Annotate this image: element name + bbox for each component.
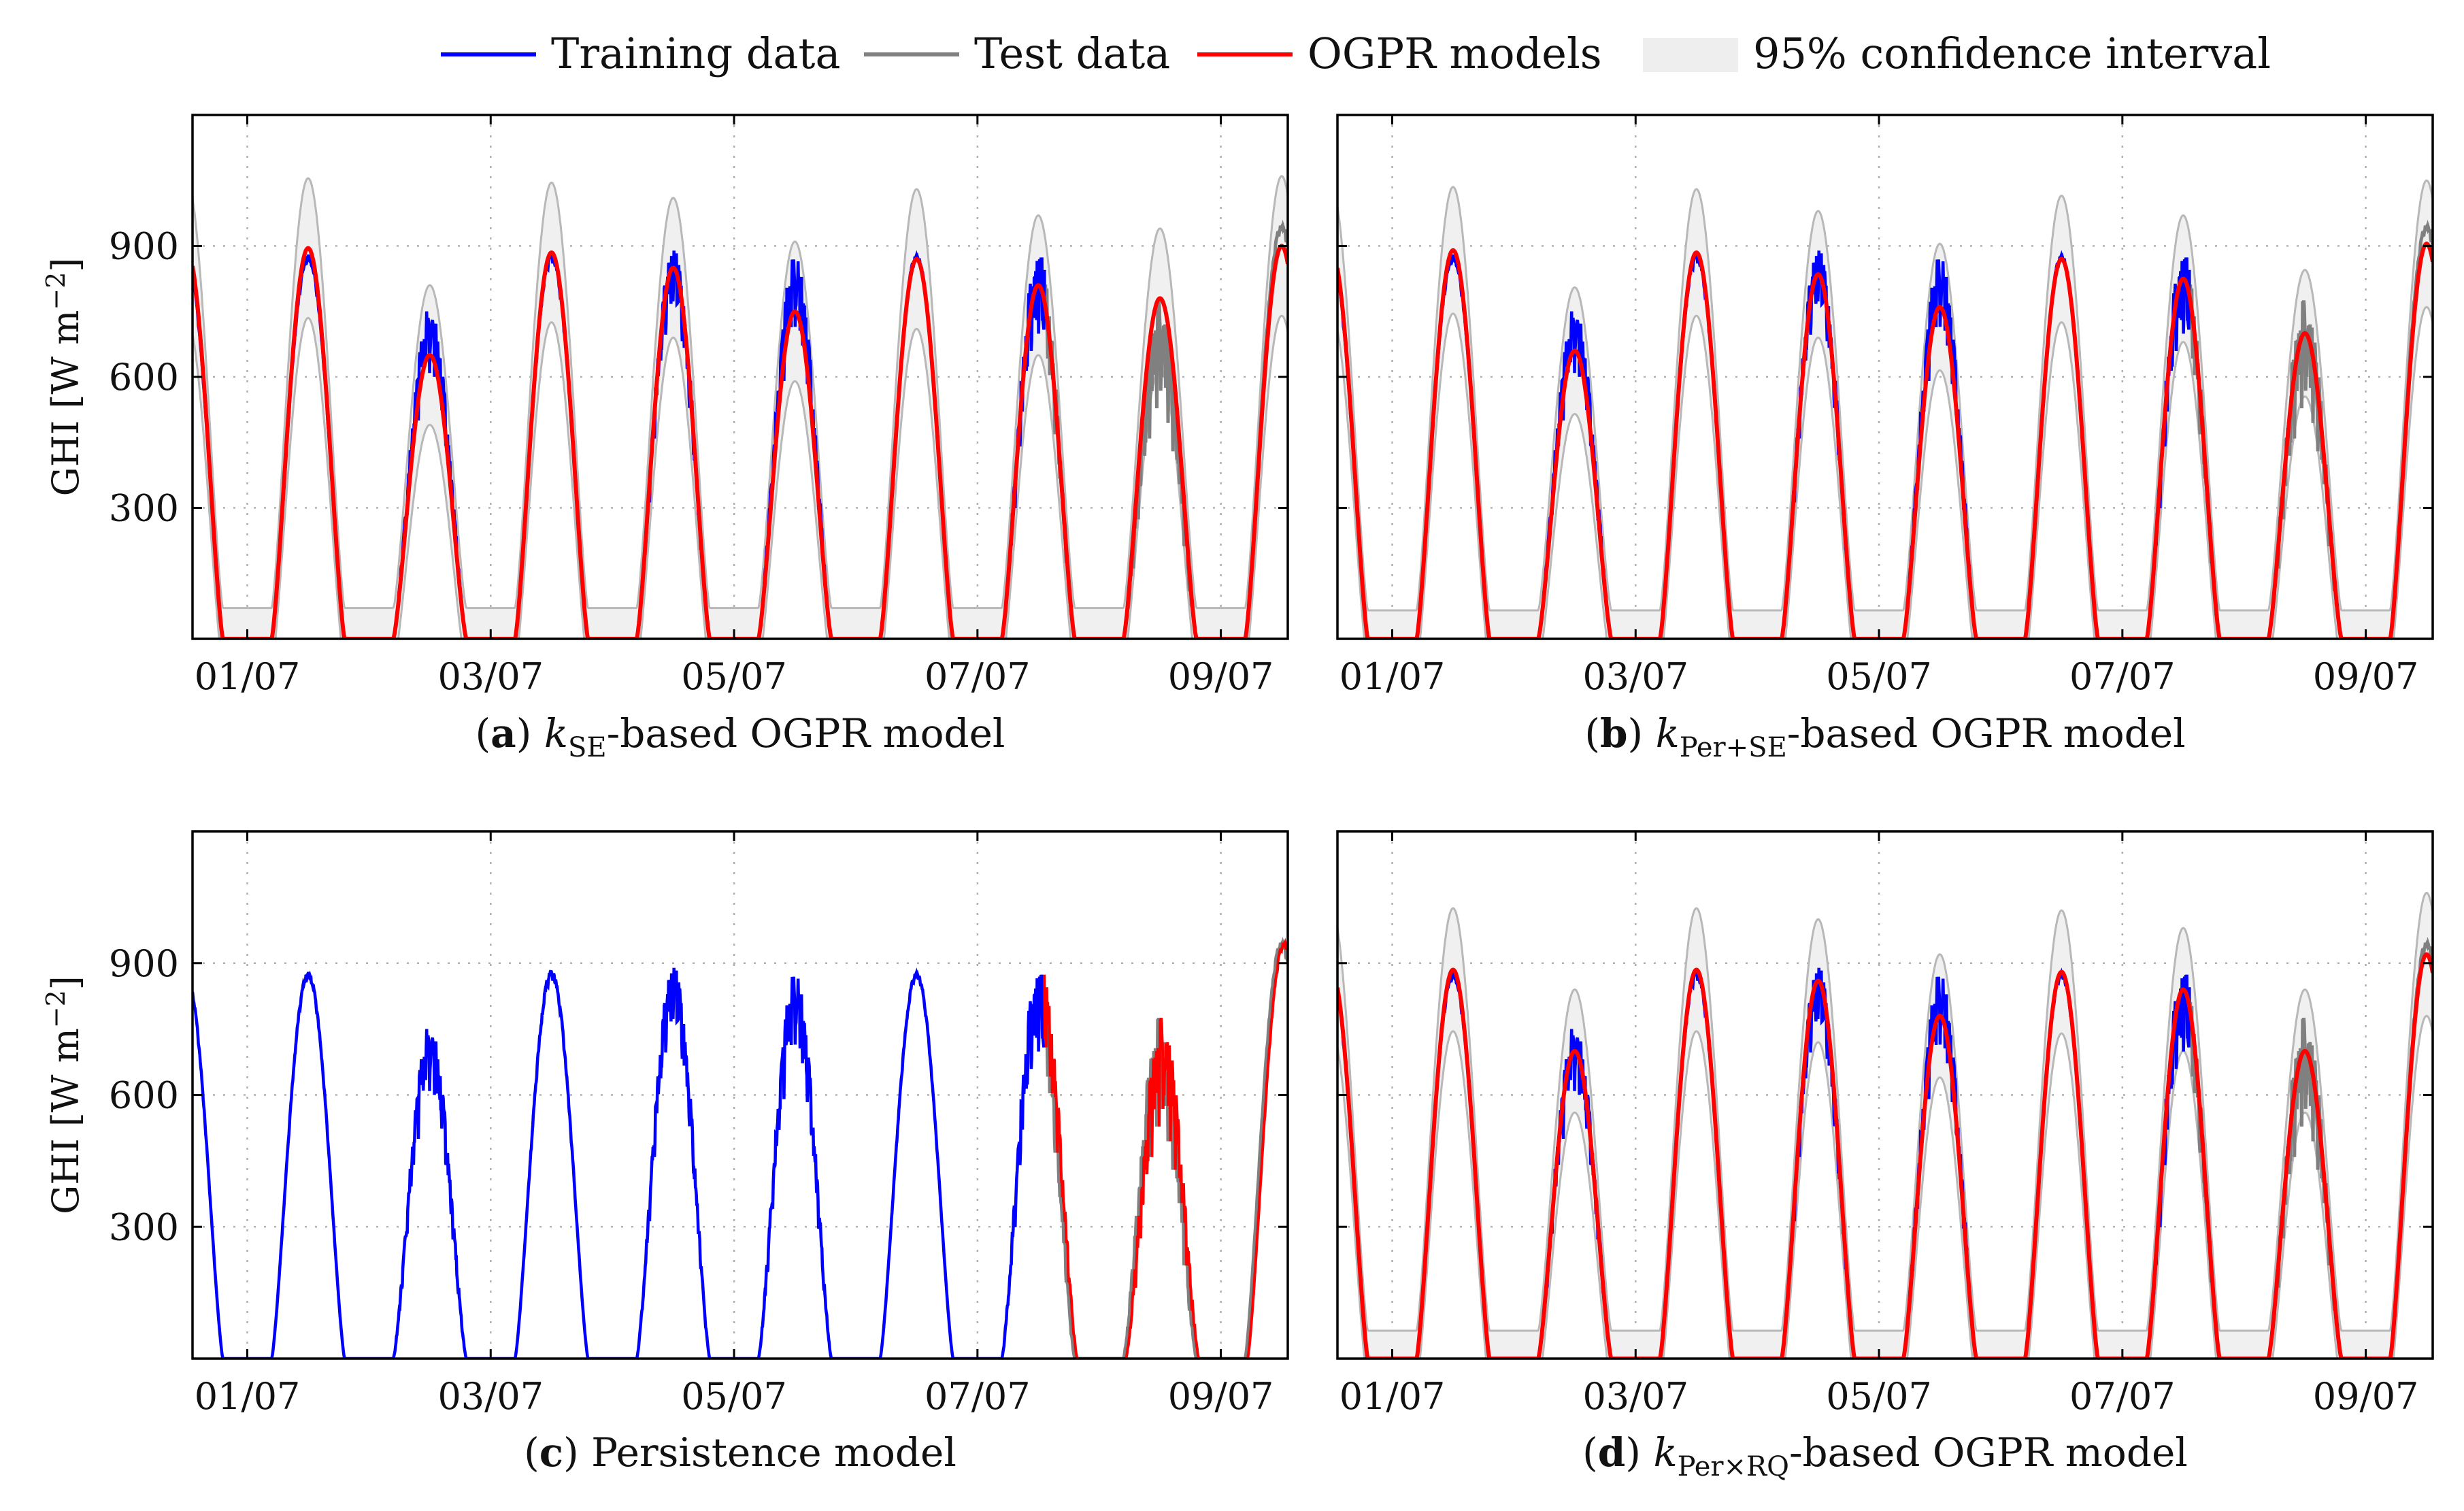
x-tick-label: 01/07	[1339, 1375, 1446, 1418]
y-axis-label-text: GHI [W m	[44, 310, 87, 497]
series-ogpr-model	[1337, 952, 2433, 1359]
confidence-band-area	[1337, 893, 2433, 1359]
confidence-band-area	[193, 176, 1288, 639]
plot-area	[1337, 179, 2433, 639]
caption-text: -based OGPR model	[1789, 1429, 2188, 1476]
x-tick-label: 09/07	[2313, 1375, 2419, 1418]
caption-subscript: SE	[568, 732, 607, 763]
legend-label: 95% confidence interval	[1753, 29, 2271, 78]
confidence-band-upper	[1337, 179, 2433, 612]
x-tick-label: 03/07	[437, 1375, 544, 1418]
y-tick-label: 900	[109, 225, 179, 268]
x-tick-label: 05/07	[1826, 655, 1932, 698]
caption-text: -based OGPR model	[607, 710, 1005, 757]
grid	[193, 831, 1288, 1359]
y-axis-label-sup: −2	[41, 990, 71, 1028]
caption: (c) Persistence model	[524, 1429, 956, 1476]
series-ogpr-model	[1337, 242, 2433, 639]
caption: (b) kPer+SE-based OGPR model	[1584, 710, 2185, 763]
y-axis-label-text: GHI [W m	[44, 1028, 87, 1214]
plot-area	[1337, 892, 2433, 1359]
caption-letter: d	[1598, 1429, 1626, 1476]
y-tick-label: 300	[109, 487, 179, 530]
y-tick-label: 600	[109, 356, 179, 399]
caption: (d) kPer×RQ-based OGPR model	[1582, 1429, 2188, 1482]
legend-label: OGPR models	[1308, 29, 1602, 78]
y-axis-label-close: ]	[44, 258, 87, 272]
chart-panel-c: 01/07 03/07 05/07 07/07 09/07 300 600 900 GHI [W…	[41, 830, 1289, 1476]
chart-panel-a: 01/07 03/07 05/07 07/07 09/07 300 600 900 GHI [W…	[41, 114, 1289, 763]
caption-kernel: k	[1656, 710, 1680, 757]
x-tick-label: 03/07	[437, 655, 544, 698]
legend-item: Test data	[864, 29, 1170, 78]
x-tick-label: 07/07	[2069, 1375, 2176, 1418]
x-tick-label: 05/07	[681, 1375, 787, 1418]
grid	[1337, 831, 2433, 1359]
x-tick-label: 07/07	[925, 1375, 1031, 1418]
legend-item: 95% confidence interval	[1643, 29, 2271, 78]
plot-area	[193, 936, 1288, 1359]
grid	[1337, 115, 2433, 639]
series-training-data	[193, 967, 1046, 1359]
caption-subscript: Per+SE	[1680, 732, 1787, 763]
plot-area	[193, 175, 1288, 639]
confidence-band-upper	[193, 175, 1288, 610]
grid	[193, 115, 1288, 639]
x-tick-label: 01/07	[195, 1375, 301, 1418]
legend-swatch-area	[1643, 38, 1738, 72]
series-ogpr-model	[1043, 937, 1288, 1359]
y-axis-label-sup: −2	[41, 272, 71, 310]
confidence-band-area	[1337, 180, 2433, 639]
legend: Training data Test data OGPR models 95% con…	[441, 29, 2271, 78]
x-tick-label: 05/07	[1826, 1375, 1932, 1418]
legend-label: Test data	[974, 29, 1170, 78]
panels: 01/07 03/07 05/07 07/07 09/07 300 600 900 GHI [W…	[41, 114, 2434, 1482]
x-tick-label: 03/07	[1582, 1375, 1688, 1418]
caption-text: -based OGPR model	[1787, 710, 2186, 757]
x-tick-label: 09/07	[1168, 1375, 1274, 1418]
caption-letter: c	[539, 1429, 563, 1476]
caption-letter: b	[1600, 710, 1628, 757]
chart-panel-b: 01/07 03/07 05/07 07/07 09/07 (b) kPer+SE-bas…	[1336, 114, 2434, 763]
y-tick-label: 900	[109, 942, 179, 985]
confidence-band-lower	[1337, 305, 2433, 639]
caption-text: Persistence model	[591, 1429, 956, 1476]
series-test-data	[1042, 936, 1288, 1359]
x-tick-label: 09/07	[2313, 655, 2419, 698]
legend-item: OGPR models	[1197, 29, 1602, 78]
x-tick-label: 09/07	[1168, 655, 1274, 698]
series-ogpr-model	[193, 244, 1288, 639]
confidence-band-upper	[1337, 892, 2433, 1332]
y-axis-label-close: ]	[44, 976, 87, 990]
y-tick-label: 600	[109, 1074, 179, 1117]
y-tick-label: 300	[109, 1206, 179, 1248]
x-tick-label: 01/07	[1339, 655, 1446, 698]
caption-letter: a	[490, 710, 516, 757]
x-tick-label: 05/07	[681, 655, 787, 698]
x-tick-label: 01/07	[195, 655, 301, 698]
y-axis-label: GHI [W m−2]	[41, 976, 87, 1214]
x-tick-label: 07/07	[925, 655, 1031, 698]
x-tick-label: 03/07	[1582, 655, 1688, 698]
caption-subscript: Per×RQ	[1678, 1451, 1789, 1482]
chart-panel-d: 01/07 03/07 05/07 07/07 09/07 (d) kPer×RQ-bas…	[1336, 830, 2434, 1482]
caption-kernel: k	[544, 710, 568, 757]
caption-kernel: k	[1653, 1429, 1677, 1476]
legend-label: Training data	[551, 29, 840, 78]
x-tick-label: 07/07	[2069, 655, 2176, 698]
y-axis-label: GHI [W m−2]	[41, 258, 87, 497]
caption: (a) kSE-based OGPR model	[476, 710, 1005, 763]
legend-item: Training data	[441, 29, 840, 78]
confidence-band-lower	[1337, 1014, 2433, 1359]
